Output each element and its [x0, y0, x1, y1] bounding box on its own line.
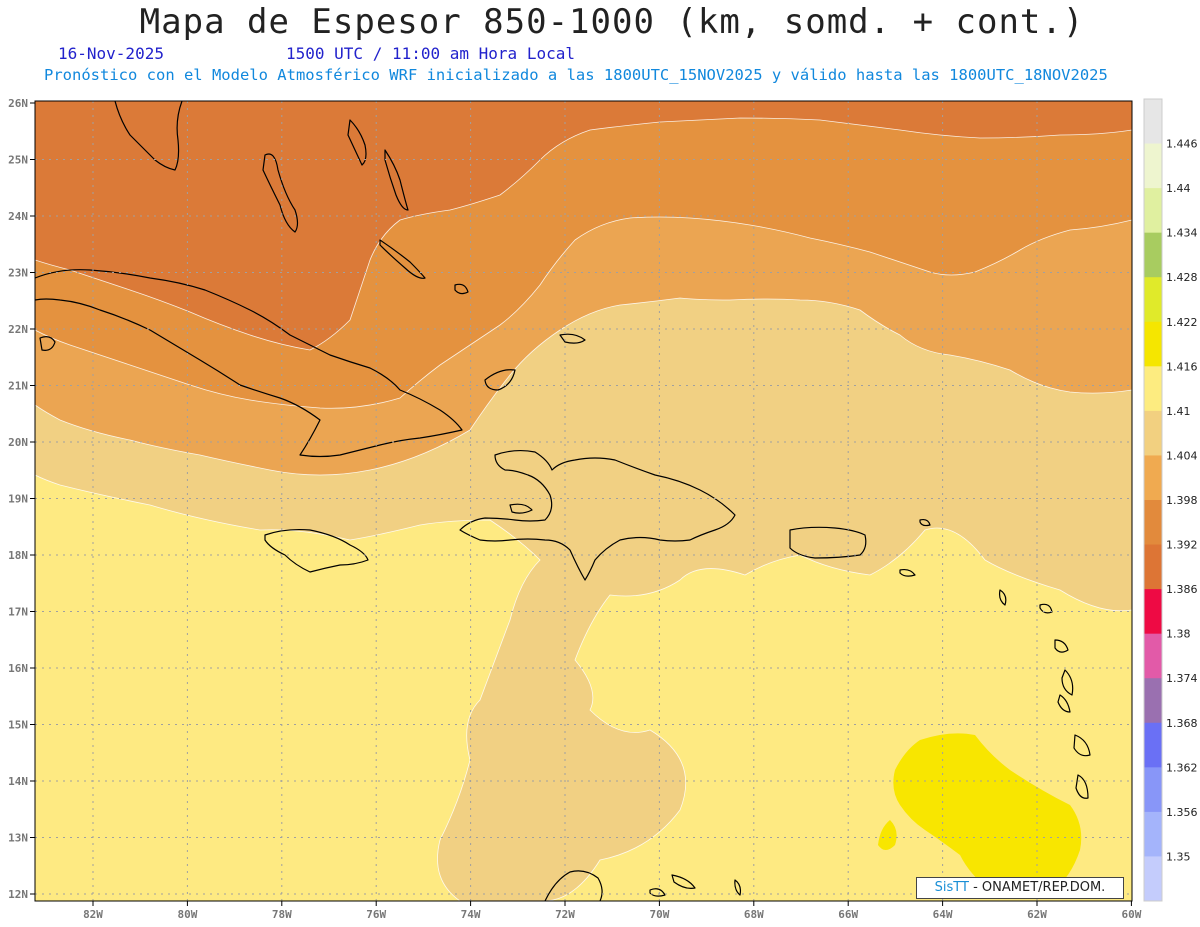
colorbar-label: 1.404: [1166, 449, 1198, 462]
coast-gonave: [509, 503, 533, 514]
colorbar-label: 1.38: [1166, 628, 1191, 641]
colorbar-label: 1.374: [1166, 672, 1198, 685]
colorbar-label: 1.386: [1166, 583, 1198, 596]
map-title: Mapa de Espesor 850-1000 (km, somd. + co…: [139, 2, 1085, 42]
lat-label: 20N: [8, 436, 28, 449]
forecast-time: 1500 UTC / 11:00 am Hora Local: [286, 44, 575, 63]
colorbar-swatch: [1144, 633, 1162, 679]
lon-label: 74W: [461, 908, 481, 921]
lat-label: 25N: [8, 154, 28, 167]
colorbar-label: 1.392: [1166, 539, 1198, 552]
lon-label: 82W: [83, 908, 103, 921]
colorbar-label: 1.362: [1166, 761, 1198, 774]
coast-cuba: [35, 269, 463, 458]
coast-eleuthera: [384, 149, 409, 211]
map-frame: [34, 100, 1133, 902]
lon-label: 72W: [555, 908, 575, 921]
colorbar-swatch: [1144, 589, 1162, 635]
lon-label: 68W: [744, 908, 764, 921]
lon-label: 62W: [1027, 908, 1047, 921]
colorbar-label: 1.446: [1166, 138, 1198, 151]
lat-label: 23N: [8, 267, 28, 280]
colorbar-frame: [1143, 98, 1163, 902]
lat-label: 22N: [8, 323, 28, 336]
coast-puerto-rico: [789, 526, 867, 559]
colorbar-swatch: [1144, 500, 1162, 546]
colorbar-label: 1.35: [1166, 850, 1191, 863]
colorbar-swatch: [1144, 188, 1162, 234]
coast-isla-juventud: [39, 336, 56, 351]
lat-label: 17N: [8, 606, 28, 619]
colorbar-label: 1.356: [1166, 806, 1198, 819]
colorbar-swatch: [1144, 143, 1162, 189]
colorbar-swatch: [1144, 410, 1162, 456]
credit-brand: SisTT: [934, 880, 969, 895]
colorbar-swatch: [1144, 99, 1162, 145]
coast-cays: [454, 283, 586, 344]
coast-jamaica: [264, 528, 369, 573]
lon-label: 78W: [272, 908, 292, 921]
coast-abaco: [347, 119, 367, 166]
lon-label: 66W: [838, 908, 858, 921]
colorbar-label: 1.416: [1166, 360, 1198, 373]
forecast-date: 16-Nov-2025: [58, 44, 164, 63]
contour-1416: [878, 733, 1082, 895]
lon-label: 60W: [1121, 908, 1141, 921]
model-description: Pronóstico con el Modelo Atmosférico WRF…: [44, 66, 1108, 84]
coast-inagua: [484, 369, 516, 391]
colorbar-label: 1.422: [1166, 316, 1198, 329]
credit-badge: SisTT - ONAMET/REP.DOM.: [916, 877, 1124, 899]
colorbar-swatch: [1144, 544, 1162, 590]
lon-label: 80W: [177, 908, 197, 921]
coastlines: [35, 101, 1091, 901]
colorbar-swatch: [1144, 767, 1162, 813]
lon-label: 64W: [933, 908, 953, 921]
colorbar-label: 1.434: [1166, 227, 1198, 240]
colorbar-swatch: [1144, 678, 1162, 724]
colorbar-label: 1.398: [1166, 494, 1198, 507]
lat-label: 21N: [8, 380, 28, 393]
colorbar-label: 1.44: [1166, 182, 1191, 195]
colorbar-label: 1.428: [1166, 271, 1198, 284]
coast-andros: [262, 153, 299, 233]
lat-label: 26N: [8, 97, 28, 110]
lat-label: 16N: [8, 662, 28, 675]
graticule: [35, 101, 1132, 901]
coast-exuma: [379, 239, 426, 279]
lat-label: 18N: [8, 549, 28, 562]
colorbar-label: 1.41: [1166, 405, 1191, 418]
lat-label: 19N: [8, 493, 28, 506]
coast-florida: [114, 101, 183, 171]
credit-text: - ONAMET/REP.DOM.: [973, 880, 1106, 895]
lat-label: 15N: [8, 719, 28, 732]
lat-label: 12N: [8, 888, 28, 901]
colorbar-swatch: [1144, 722, 1162, 768]
coast-south-america: [544, 870, 603, 901]
axis-ticks: 82W 80W 78W 76W 74W 72W 70W 68W 66W 64W 62W 60W 26N 2…: [8, 97, 1142, 921]
colorbar-swatch: [1144, 277, 1162, 323]
coast-hispaniola: [459, 449, 736, 581]
colorbar-swatch: [1144, 856, 1162, 902]
colorbar-swatch: [1144, 455, 1162, 501]
colorbar-swatch: [1144, 811, 1162, 857]
lat-label: 14N: [8, 775, 28, 788]
coast-antilles: [899, 518, 1091, 799]
lon-label: 76W: [366, 908, 386, 921]
coast-abc-islands: [649, 874, 742, 897]
lat-label: 13N: [8, 832, 28, 845]
lon-label: 70W: [649, 908, 669, 921]
colorbar-label: 1.368: [1166, 717, 1198, 730]
colorbar-swatch: [1144, 321, 1162, 367]
colorbar-swatch: [1144, 366, 1162, 412]
lat-label: 24N: [8, 210, 28, 223]
colorbar-swatch: [1144, 232, 1162, 278]
colorbar: 1.446 1.44 1.434 1.428 1.422 1.416 1.41 1.404 1.…: [1143, 98, 1198, 902]
